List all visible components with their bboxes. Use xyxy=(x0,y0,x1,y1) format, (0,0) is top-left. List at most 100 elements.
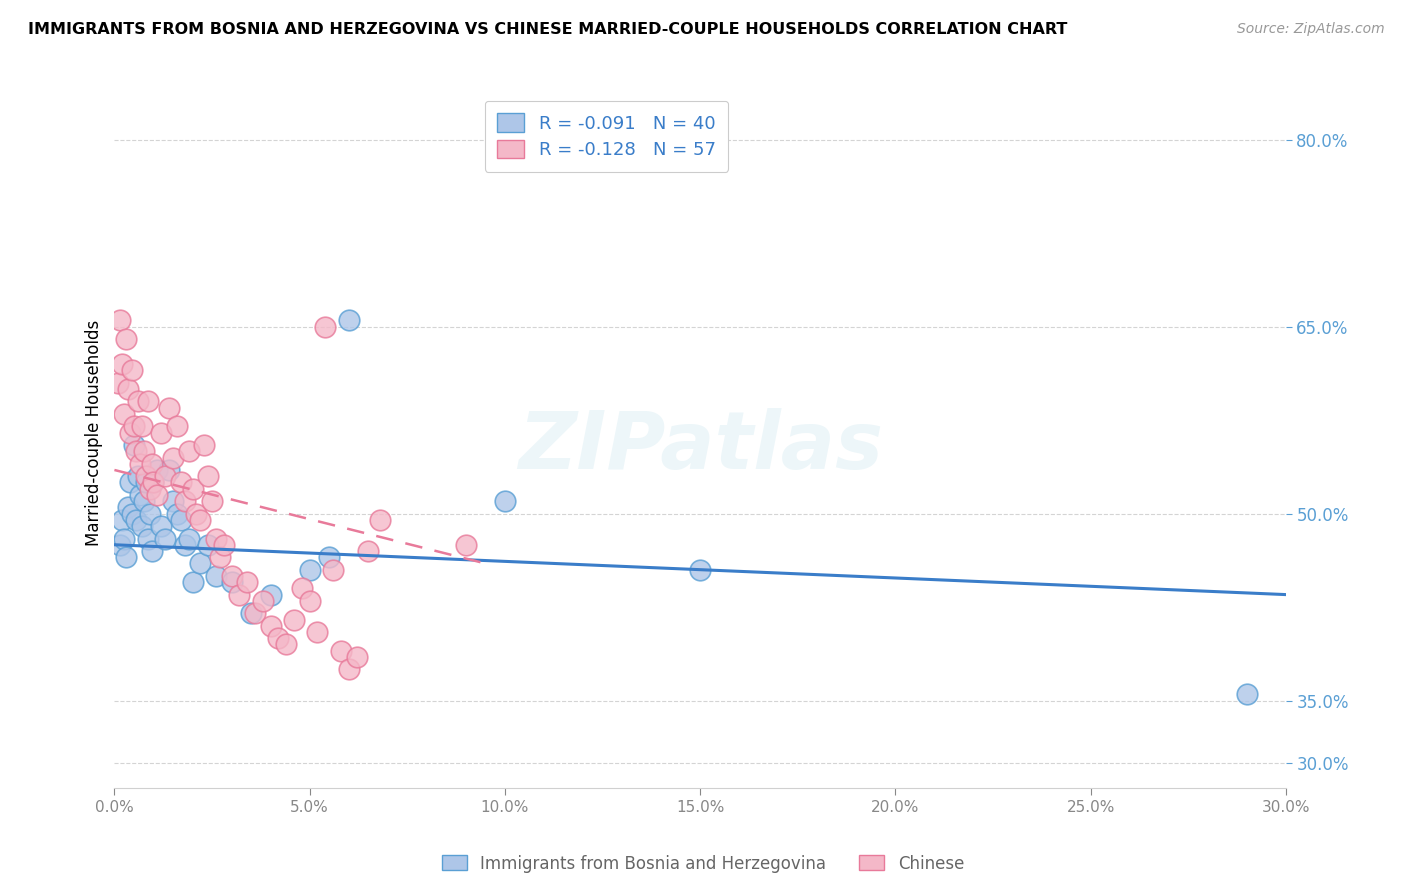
Point xyxy=(111,357,134,371)
Legend: R = -0.091   N = 40, R = -0.128   N = 57: R = -0.091 N = 40, R = -0.128 N = 57 xyxy=(485,101,728,172)
Point xyxy=(337,662,360,676)
Point xyxy=(122,438,145,452)
Point xyxy=(221,569,243,583)
Point xyxy=(170,475,193,490)
Point xyxy=(181,482,204,496)
Point xyxy=(131,419,153,434)
Point xyxy=(118,475,141,490)
Point xyxy=(346,649,368,664)
Point xyxy=(153,532,176,546)
Point xyxy=(132,494,155,508)
Point xyxy=(357,544,380,558)
Point xyxy=(201,494,224,508)
Point xyxy=(136,394,159,409)
Point xyxy=(307,625,329,640)
Point xyxy=(291,582,314,596)
Point xyxy=(252,594,274,608)
Point xyxy=(228,588,250,602)
Point xyxy=(110,538,132,552)
Legend: Immigrants from Bosnia and Herzegovina, Chinese: Immigrants from Bosnia and Herzegovina, … xyxy=(434,848,972,880)
Point xyxy=(173,538,195,552)
Point xyxy=(127,469,149,483)
Point xyxy=(136,532,159,546)
Point xyxy=(118,425,141,440)
Point xyxy=(153,469,176,483)
Point xyxy=(135,469,157,483)
Point xyxy=(157,463,180,477)
Point xyxy=(318,550,340,565)
Point xyxy=(166,507,188,521)
Point xyxy=(170,513,193,527)
Point xyxy=(243,607,266,621)
Point xyxy=(267,631,290,645)
Text: ZIPatlas: ZIPatlas xyxy=(517,408,883,486)
Point xyxy=(186,507,208,521)
Point xyxy=(157,401,180,415)
Point xyxy=(127,394,149,409)
Point xyxy=(131,519,153,533)
Point xyxy=(162,494,184,508)
Point xyxy=(221,575,243,590)
Point xyxy=(141,544,163,558)
Text: Source: ZipAtlas.com: Source: ZipAtlas.com xyxy=(1237,22,1385,37)
Point xyxy=(283,613,305,627)
Point xyxy=(689,563,711,577)
Point xyxy=(107,376,129,390)
Point xyxy=(298,594,321,608)
Point xyxy=(181,575,204,590)
Point xyxy=(146,463,169,477)
Point xyxy=(150,425,173,440)
Point xyxy=(212,538,235,552)
Point xyxy=(177,532,200,546)
Point xyxy=(150,519,173,533)
Point xyxy=(188,557,211,571)
Point xyxy=(314,319,336,334)
Point xyxy=(162,450,184,465)
Text: IMMIGRANTS FROM BOSNIA AND HERZEGOVINA VS CHINESE MARRIED-COUPLE HOUSEHOLDS CORR: IMMIGRANTS FROM BOSNIA AND HERZEGOVINA V… xyxy=(28,22,1067,37)
Point xyxy=(138,482,160,496)
Point xyxy=(111,513,134,527)
Point xyxy=(125,444,148,458)
Point xyxy=(193,438,215,452)
Point xyxy=(122,419,145,434)
Point xyxy=(115,550,138,565)
Point xyxy=(128,457,150,471)
Point xyxy=(112,407,135,421)
Point xyxy=(322,563,344,577)
Point xyxy=(276,637,298,651)
Point xyxy=(1236,687,1258,701)
Point xyxy=(112,532,135,546)
Point xyxy=(177,444,200,458)
Point xyxy=(197,538,219,552)
Point xyxy=(329,643,352,657)
Point xyxy=(110,313,132,327)
Y-axis label: Married-couple Households: Married-couple Households xyxy=(86,319,103,546)
Point xyxy=(188,513,211,527)
Point xyxy=(337,313,360,327)
Point xyxy=(205,532,228,546)
Point xyxy=(298,563,321,577)
Point xyxy=(259,619,281,633)
Point xyxy=(141,457,163,471)
Point xyxy=(121,363,143,377)
Point xyxy=(240,607,263,621)
Point xyxy=(173,494,195,508)
Point xyxy=(115,332,138,346)
Point xyxy=(121,507,143,521)
Point xyxy=(146,488,169,502)
Point xyxy=(259,588,281,602)
Point xyxy=(205,569,228,583)
Point xyxy=(208,550,231,565)
Point xyxy=(135,475,157,490)
Point xyxy=(236,575,259,590)
Point xyxy=(117,382,139,396)
Point xyxy=(142,475,165,490)
Point xyxy=(132,444,155,458)
Point xyxy=(454,538,477,552)
Point xyxy=(117,500,139,515)
Point xyxy=(125,513,148,527)
Point xyxy=(138,507,160,521)
Point xyxy=(166,419,188,434)
Point xyxy=(368,513,391,527)
Point xyxy=(142,475,165,490)
